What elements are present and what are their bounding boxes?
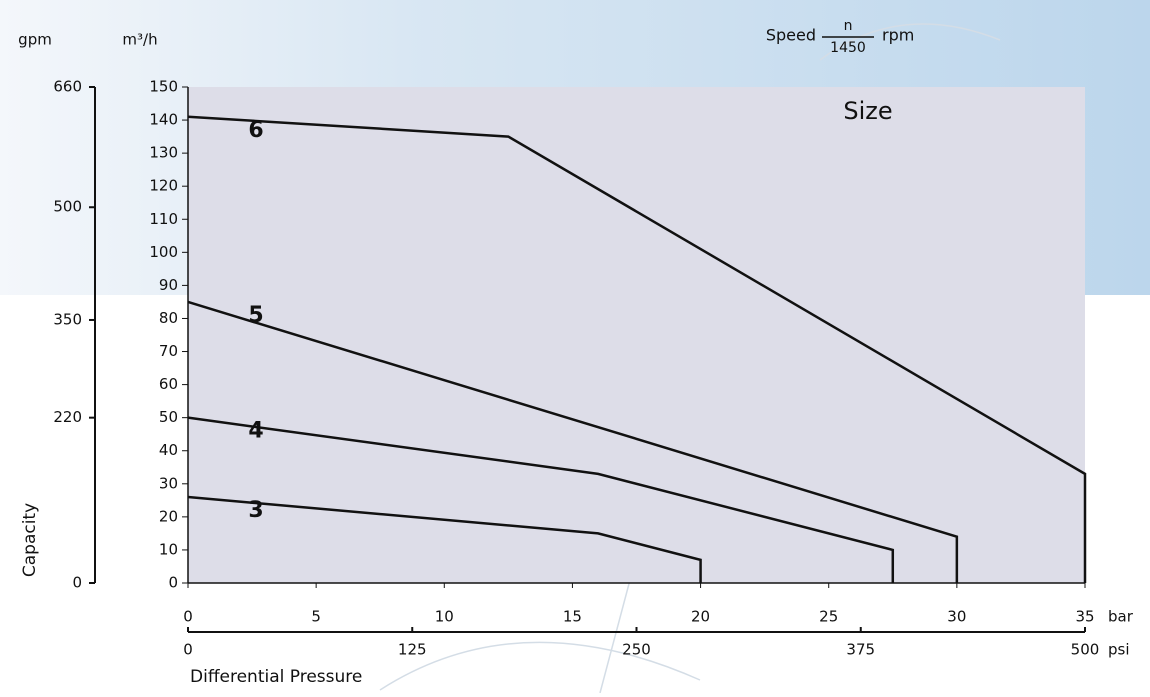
x-tick-label: 5 (311, 608, 321, 626)
y2-unit: gpm (18, 31, 52, 49)
y-tick-label: 10 (159, 540, 178, 558)
speed-unit: rpm (882, 26, 914, 45)
x-tick-label: 0 (183, 608, 193, 626)
x-tick-label: 20 (691, 608, 710, 626)
x-tick-label: 25 (819, 608, 838, 626)
y-tick-label: 30 (159, 474, 178, 492)
series-line (187, 416, 895, 583)
series-label: 4 (248, 419, 263, 444)
y2-tick-label: 660 (53, 78, 82, 96)
y-tick-label: 90 (159, 276, 178, 294)
y-tick-label: 110 (149, 210, 178, 228)
y-tick-label: 0 (168, 574, 178, 592)
y2-tick-label: 500 (53, 198, 82, 216)
decor (379, 23, 1001, 694)
speed-denominator: 1450 (830, 40, 866, 56)
x-label: Differential Pressure (190, 667, 362, 687)
x2-tick-label: 250 (622, 641, 651, 659)
speed-label: Speed (766, 26, 816, 45)
series-line (187, 115, 1087, 583)
series-line (187, 300, 959, 583)
y-tick-label: 130 (149, 144, 178, 162)
x-tick-label: 35 (1075, 608, 1094, 626)
x2-unit: psi (1108, 641, 1130, 659)
x2-tick-label: 500 (1071, 641, 1100, 659)
y-tick-label: 50 (159, 408, 178, 426)
y-label: Capacity (20, 503, 40, 577)
x2-tick-label: 0 (183, 641, 193, 659)
y-tick-label: 140 (149, 111, 178, 129)
y2-tick-label: 350 (53, 310, 82, 328)
series-label: 5 (248, 303, 263, 328)
x2-tick-label: 375 (846, 641, 875, 659)
decor-curve (379, 641, 701, 691)
y-tick-label: 60 (159, 375, 178, 393)
plot-area (188, 87, 1085, 583)
speed-numerator: n (844, 18, 853, 34)
decor-curve (819, 23, 1001, 61)
series-line (187, 495, 702, 583)
y-tick-label: 100 (149, 243, 178, 261)
x2-tick-label: 125 (398, 641, 427, 659)
series-label: 6 (248, 118, 263, 143)
y-tick-label: 80 (159, 309, 178, 327)
y-tick-label: 20 (159, 507, 178, 525)
y-unit: m³/h (122, 31, 157, 49)
y2-tick-label: 220 (53, 408, 82, 426)
decor-line (599, 579, 631, 694)
x-tick-label: 10 (435, 608, 454, 626)
series-label: 3 (248, 498, 263, 523)
y-tick-label: 120 (149, 177, 178, 195)
x-tick-label: 30 (947, 608, 966, 626)
y2-tick-label: 0 (72, 574, 82, 592)
y-tick-label: 150 (149, 78, 178, 96)
x-tick-label: 15 (563, 608, 582, 626)
legend-title: Size (843, 97, 892, 125)
y-tick-label: 40 (159, 441, 178, 459)
y-tick-label: 70 (159, 342, 178, 360)
x-unit: bar (1108, 608, 1134, 626)
